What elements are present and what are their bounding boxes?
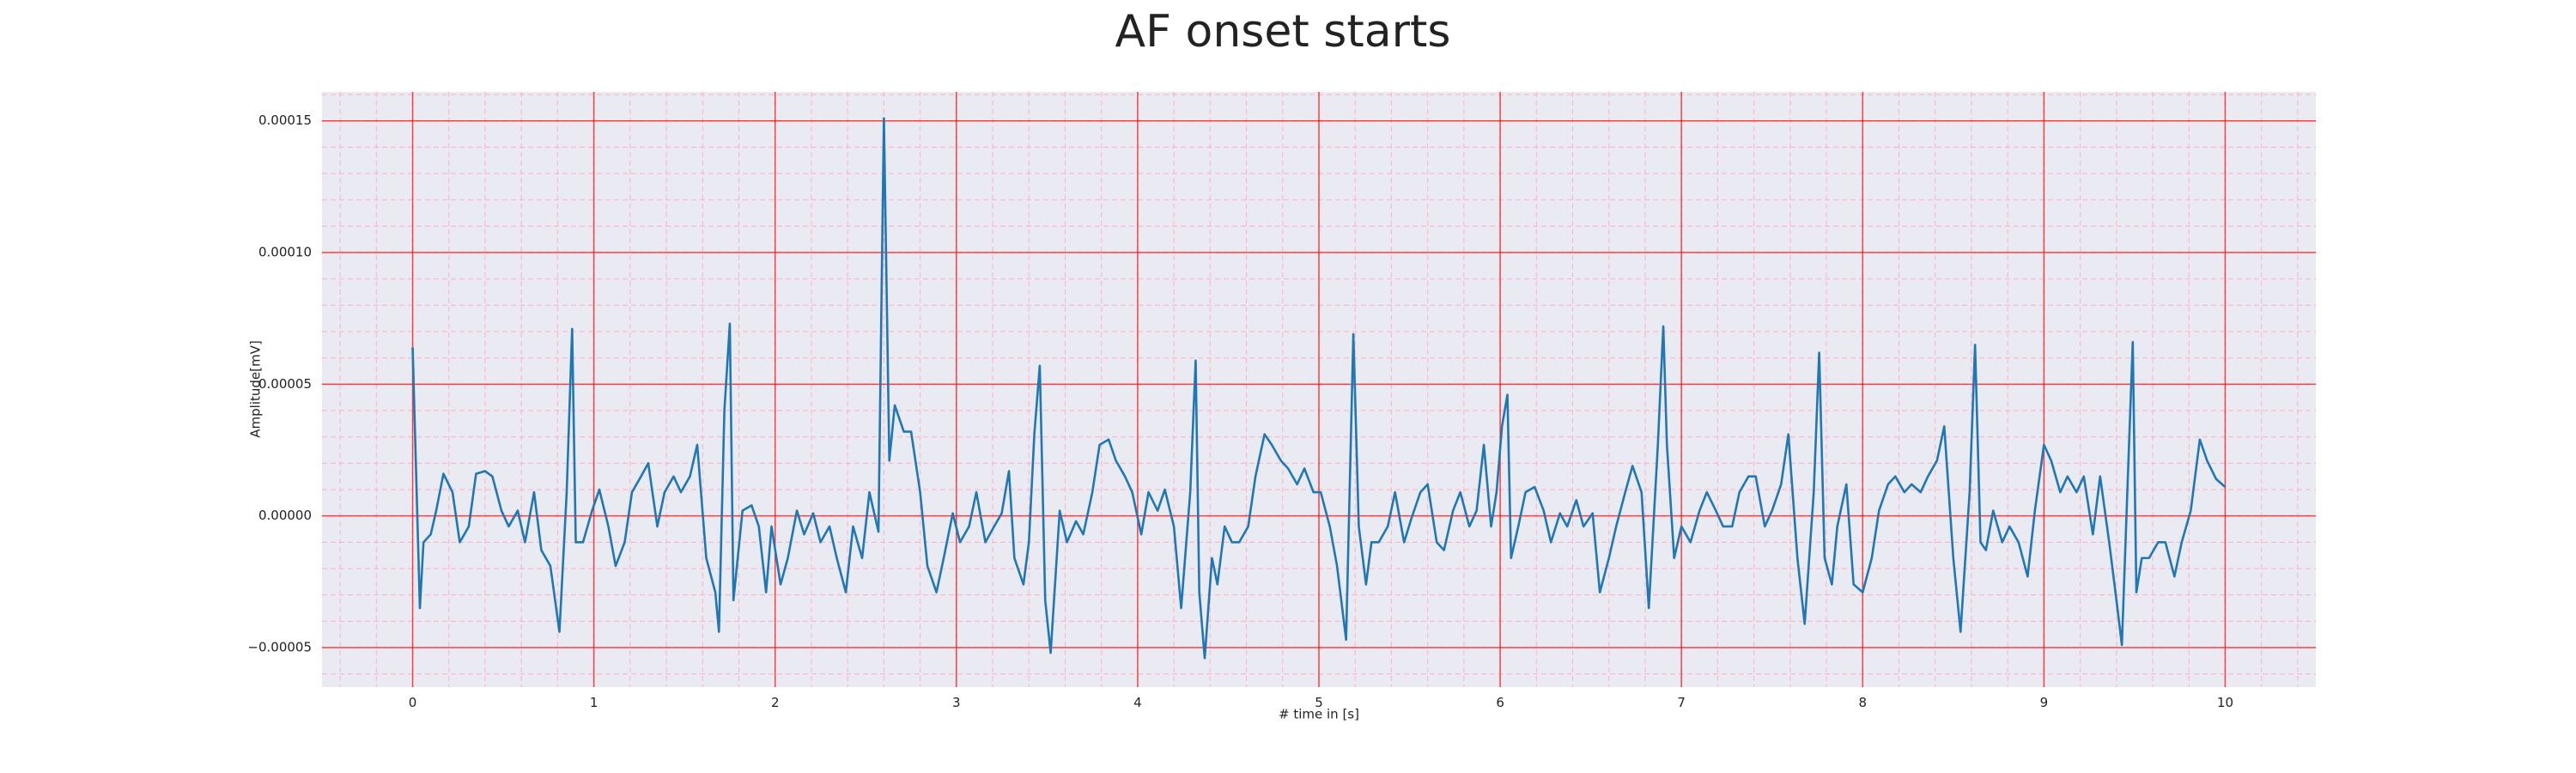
x-tick-label: 2 (771, 695, 780, 710)
chart-title: AF onset starts (1115, 6, 1451, 58)
y-axis-label: Amplitude[mV] (248, 340, 264, 437)
y-tick-label: 0.00005 (258, 376, 312, 392)
y-tick-label: 0.00010 (258, 245, 312, 260)
x-tick-label: 8 (1858, 695, 1867, 710)
y-tick-label: 0.00000 (258, 508, 312, 523)
x-tick-label: 10 (2217, 695, 2233, 710)
x-tick-label: 5 (1315, 695, 1323, 710)
x-tick-label: 6 (1496, 695, 1504, 710)
x-tick-label: 0 (409, 695, 417, 710)
y-tick-label: −0.00005 (247, 640, 312, 655)
x-tick-label: 9 (2040, 695, 2049, 710)
signal-line (411, 117, 2227, 660)
x-tick-label: 3 (952, 695, 961, 710)
x-axis-label: # time in [s] (1279, 707, 1359, 722)
x-tick-label: 1 (590, 695, 598, 710)
y-tick-label: 0.00015 (258, 113, 312, 128)
x-tick-label: 7 (1677, 695, 1686, 710)
x-tick-label: 4 (1133, 695, 1142, 710)
